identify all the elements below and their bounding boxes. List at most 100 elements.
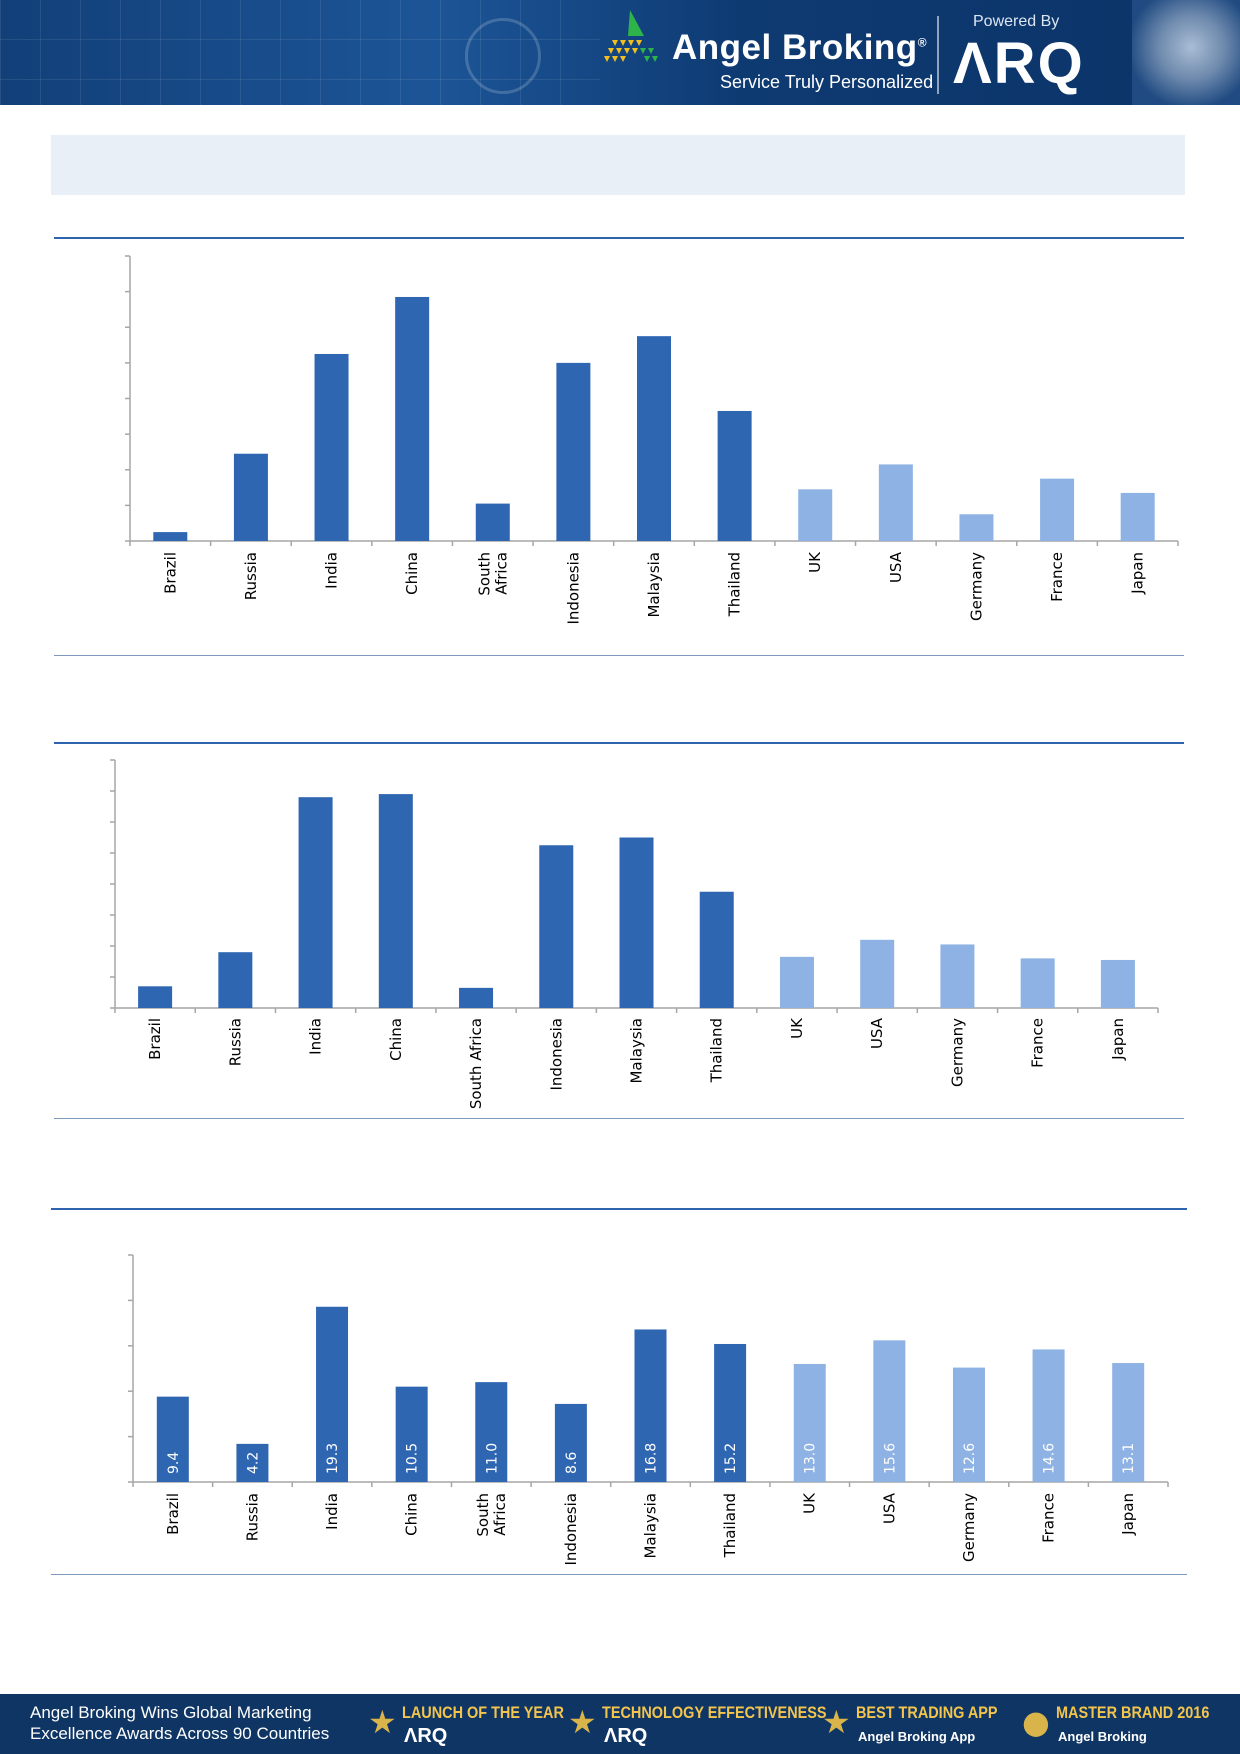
footer-text-line-1: Angel Broking Wins Global Marketing xyxy=(30,1703,312,1722)
robot-head-image xyxy=(1132,0,1240,105)
category-label: India xyxy=(307,1018,325,1055)
bar-thailand xyxy=(714,1343,747,1482)
category-label: USA xyxy=(887,551,905,583)
category-label: Japan xyxy=(1129,552,1147,595)
bar-india xyxy=(314,353,349,541)
category-label: Russia xyxy=(226,1018,244,1066)
bar-france xyxy=(1032,1349,1065,1482)
brand-name: Angel Broking® xyxy=(672,28,928,67)
registered-mark: ® xyxy=(917,35,928,50)
bar-china xyxy=(395,296,430,541)
category-label: France xyxy=(1048,552,1066,602)
bar-russia xyxy=(236,1443,269,1482)
category-label: China xyxy=(387,1018,405,1061)
bar-japan xyxy=(1120,492,1155,541)
category-label: Indonesia xyxy=(547,1018,565,1091)
bar-japan xyxy=(1112,1363,1145,1482)
category-label: France xyxy=(1040,1493,1058,1543)
data-label: 9.4 xyxy=(166,1452,182,1474)
award-best-trading-app: ★ BEST TRADING APP Angel Broking App xyxy=(822,1698,1012,1750)
powered-by-label: Powered By xyxy=(973,13,1060,30)
bar-brazil xyxy=(153,532,188,541)
category-label: South xyxy=(474,1493,492,1537)
bar-south-africa xyxy=(475,1382,508,1482)
category-label: Russia xyxy=(242,552,260,600)
data-label: 13.0 xyxy=(803,1443,819,1474)
section-3-bottom-rule xyxy=(51,1574,1187,1575)
category-label: Thailand xyxy=(721,1493,739,1558)
category-label: Indonesia xyxy=(564,552,582,625)
award-subtitle: Angel Broking xyxy=(1058,1729,1147,1744)
category-label: Germany xyxy=(960,1493,978,1562)
award-title: BEST TRADING APP xyxy=(856,1703,998,1722)
category-label: UK xyxy=(788,1017,806,1039)
section-1-top-rule xyxy=(54,237,1184,239)
section-2-top-rule xyxy=(54,742,1184,744)
category-label: Brazil xyxy=(161,552,179,594)
bar-uk xyxy=(779,956,814,1008)
arq-logo: ΛRQ xyxy=(953,31,1085,96)
category-label: UK xyxy=(801,1492,819,1514)
data-label: 16.8 xyxy=(644,1443,660,1474)
category-label: China xyxy=(403,1493,421,1536)
bar-france xyxy=(1040,478,1075,541)
trophy-star-icon: ★ xyxy=(368,1703,397,1741)
bar-india xyxy=(316,1306,349,1482)
award-title: TECHNOLOGY EFFECTIVENESS xyxy=(602,1703,827,1722)
bar-russia xyxy=(233,453,268,541)
bar-indonesia xyxy=(556,362,591,541)
category-label: UK xyxy=(806,551,824,573)
award-technology-effectiveness: ★ TECHNOLOGY EFFECTIVENESS ΛRQ xyxy=(568,1698,827,1750)
bar-russia xyxy=(218,952,253,1008)
bar-uk xyxy=(798,489,833,541)
category-label: Brazil xyxy=(146,1018,164,1060)
category-label: South Africa xyxy=(467,1018,485,1109)
category-label: Thailand xyxy=(726,552,744,617)
angel-broking-logo-icon xyxy=(604,10,658,62)
category-label: Malaysia xyxy=(645,552,663,618)
category-label: Germany xyxy=(948,1018,966,1087)
bar-indonesia xyxy=(554,1403,587,1482)
trophy-star-icon: ★ xyxy=(568,1703,597,1741)
bar-japan xyxy=(1100,959,1135,1008)
category-label: South xyxy=(475,552,493,596)
data-label: 19.3 xyxy=(325,1443,341,1474)
header-divider xyxy=(937,16,939,94)
category-label: Russia xyxy=(243,1493,261,1541)
bar-germany xyxy=(959,514,994,541)
bar-usa xyxy=(878,464,913,541)
bar-brazil xyxy=(138,986,173,1008)
data-label: 15.6 xyxy=(882,1443,898,1474)
award-subtitle: ΛRQ xyxy=(604,1725,648,1747)
category-label: Brazil xyxy=(164,1493,182,1535)
award-launch-of-the-year: ★ LAUNCH OF THE YEAR ΛRQ xyxy=(368,1698,568,1750)
bar-germany xyxy=(940,944,975,1008)
bar-thailand xyxy=(699,891,734,1008)
trophy-star-icon: ★ xyxy=(822,1703,851,1741)
award-title: LAUNCH OF THE YEAR xyxy=(402,1703,564,1722)
data-label: 15.2 xyxy=(723,1443,739,1474)
category-label: India xyxy=(323,552,341,589)
page-footer: Angel Broking Wins Global Marketing Exce… xyxy=(0,1694,1240,1754)
category-label: France xyxy=(1029,1018,1047,1068)
data-label: 11.0 xyxy=(484,1443,500,1474)
data-label: 13.1 xyxy=(1121,1443,1137,1474)
category-label: India xyxy=(323,1493,341,1530)
category-label: Japan xyxy=(1109,1018,1127,1061)
data-label: 12.6 xyxy=(962,1443,978,1474)
data-label: 14.6 xyxy=(1042,1443,1058,1474)
bar-malaysia xyxy=(634,1329,667,1482)
footer-text-line-2: Excellence Awards Across 90 Countries xyxy=(30,1724,330,1743)
bar-indonesia xyxy=(539,845,574,1008)
bar-france xyxy=(1020,958,1055,1008)
category-label: Japan xyxy=(1119,1493,1137,1536)
data-label: 4.2 xyxy=(245,1452,261,1474)
footer-text: Angel Broking Wins Global Marketing Exce… xyxy=(30,1702,329,1744)
section-3-top-rule xyxy=(51,1208,1187,1210)
header-circle-decoration xyxy=(465,18,541,94)
brand-tagline: Service Truly Personalized xyxy=(720,72,934,92)
data-label: 10.5 xyxy=(405,1443,421,1474)
bar-china xyxy=(395,1386,428,1482)
